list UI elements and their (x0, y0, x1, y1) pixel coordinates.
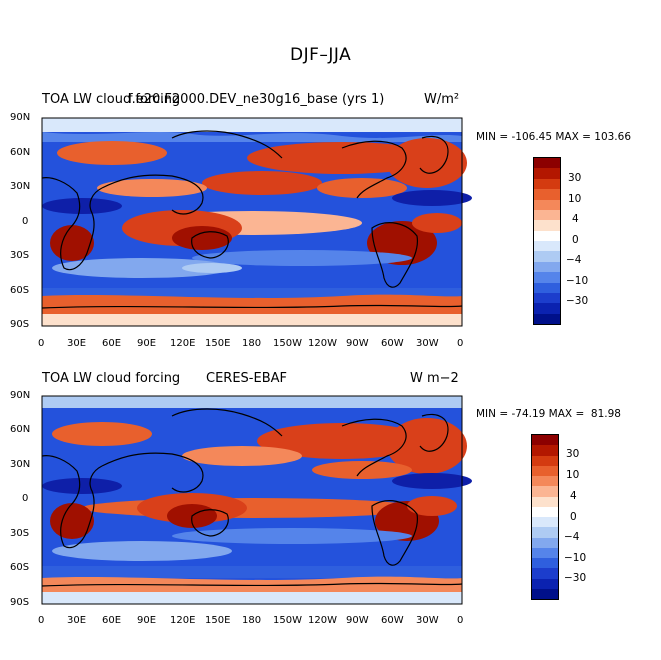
panel2-lat-tick: 90S (10, 597, 30, 608)
colorbar-swatch (534, 292, 560, 304)
panel1-colorbar-label: −30 (566, 295, 589, 307)
colorbar-swatch (532, 517, 558, 528)
panel1-lon-tick: 180 (242, 338, 262, 349)
panel1-lat-tick: 30S (10, 250, 30, 261)
colorbar-swatch (532, 496, 558, 507)
panel2-colorbar-label: −4 (564, 531, 580, 543)
panel1-lat-tick: 30N (10, 181, 31, 192)
panel1-lat-tick: 60N (10, 147, 31, 158)
colorbar-swatch (534, 220, 560, 231)
figure-title: DJF–JJA (290, 45, 352, 65)
panel1-left-label: TOA LW cloud forcing (42, 92, 181, 107)
panel2-colorbar-label: 0 (570, 511, 577, 523)
panel1-lon-tick: 150E (205, 338, 231, 349)
colorbar-swatch (534, 158, 560, 169)
panel1-lat-tick: 90N (10, 112, 31, 123)
colorbar-swatch (532, 435, 558, 446)
colorbar-swatch (534, 261, 560, 273)
panel2-lon-tick: 150E (205, 615, 231, 626)
colorbar-swatch (532, 547, 558, 558)
panel1-colorbar-label: 30 (568, 172, 582, 184)
panel1-lon-tick: 0 (38, 338, 45, 349)
colorbar-swatch (534, 209, 560, 221)
panel1-lon-tick: 30W (416, 338, 439, 349)
panel2-colorbar-label: 4 (570, 490, 577, 502)
colorbar-swatch (534, 230, 560, 241)
colorbar-swatch (532, 476, 558, 487)
colorbar-swatch (532, 455, 558, 466)
colorbar-swatch (534, 251, 560, 262)
panel1-center-label: f.e20.F2000.DEV_ne30g16_base (yrs 1) (128, 92, 385, 107)
panel1-lon-tick: 90W (346, 338, 369, 349)
panel1-lon-tick: 60E (102, 338, 122, 349)
panel2-lat-tick: 90N (10, 390, 31, 401)
panel1-lon-tick: 120W (308, 338, 337, 349)
panel2-lon-tick: 120E (170, 615, 196, 626)
panel1-lat-tick: 0 (22, 216, 29, 227)
panel1-lon-tick: 90E (137, 338, 157, 349)
panel1-colorbar-label: 0 (572, 234, 579, 246)
colorbar-swatch (532, 568, 558, 579)
panel2-colorbar-label: −10 (564, 552, 587, 564)
panel1-lon-tick: 120E (170, 338, 196, 349)
panel2-lat-tick: 60S (10, 562, 30, 573)
panel2-center-label: CERES-EBAF (206, 371, 287, 386)
panel2-lon-tick: 60E (102, 615, 122, 626)
panel2-lon-tick: 150W (273, 615, 302, 626)
colorbar-swatch (534, 303, 560, 314)
colorbar-swatch (534, 272, 560, 283)
colorbar-swatch (534, 189, 560, 200)
colorbar-swatch (534, 282, 560, 293)
panel1-lat-tick: 90S (10, 319, 30, 330)
colorbar-swatch (532, 588, 558, 599)
panel2-left-label: TOA LW cloud forcing (42, 371, 181, 386)
panel1-map (41, 117, 472, 327)
panel2-lon-tick: 90W (346, 615, 369, 626)
panel1-lon-tick: 0 (457, 338, 464, 349)
panel2-lon-tick: 0 (457, 615, 464, 626)
panel2-units: W m−2 (410, 371, 459, 386)
panel2-lon-tick: 120W (308, 615, 337, 626)
panel2-lon-tick: 30E (67, 615, 87, 626)
colorbar-swatch (532, 506, 558, 517)
panel2-stats: MIN = -74.19 MAX = 81.98 (476, 408, 621, 420)
colorbar-swatch (534, 241, 560, 252)
panel2-colorbar (531, 434, 559, 600)
colorbar-swatch (532, 465, 558, 476)
panel1-colorbar-label: 10 (568, 193, 582, 205)
panel2-lon-tick: 60W (381, 615, 404, 626)
panel2-lon-tick: 30W (416, 615, 439, 626)
colorbar-swatch (532, 486, 558, 497)
colorbar-swatch (534, 313, 560, 324)
panel1-colorbar-label: −10 (566, 275, 589, 287)
panel2-lat-tick: 30N (10, 459, 31, 470)
colorbar-swatch (534, 168, 560, 179)
panel2-lat-tick: 60N (10, 424, 31, 435)
colorbar-swatch (534, 178, 560, 190)
panel1-units: W/m² (424, 92, 460, 107)
panel2-lat-tick: 0 (22, 493, 29, 504)
colorbar-swatch (534, 199, 560, 210)
panel2-lon-tick: 180 (242, 615, 262, 626)
panel2-lon-tick: 0 (38, 615, 45, 626)
colorbar-swatch (532, 537, 558, 548)
panel2-colorbar-label: −30 (564, 572, 587, 584)
panel1-lat-tick: 60S (10, 285, 30, 296)
colorbar-swatch (532, 527, 558, 538)
panel1-lon-tick: 150W (273, 338, 302, 349)
panel1-stats: MIN = -106.45 MAX = 103.66 (476, 131, 631, 143)
panel2-lon-tick: 90E (137, 615, 157, 626)
panel1-colorbar (533, 157, 561, 325)
panel1-colorbar-label: 4 (572, 213, 579, 225)
colorbar-swatch (532, 445, 558, 456)
panel2-map (41, 395, 472, 605)
colorbar-swatch (532, 578, 558, 589)
colorbar-swatch (532, 558, 558, 569)
panel1-colorbar-label: −4 (566, 254, 582, 266)
panel2-colorbar-label: 10 (566, 469, 580, 481)
panel1-lon-tick: 60W (381, 338, 404, 349)
panel2-colorbar-label: 30 (566, 448, 580, 460)
panel2-lat-tick: 30S (10, 528, 30, 539)
panel1-lon-tick: 30E (67, 338, 87, 349)
